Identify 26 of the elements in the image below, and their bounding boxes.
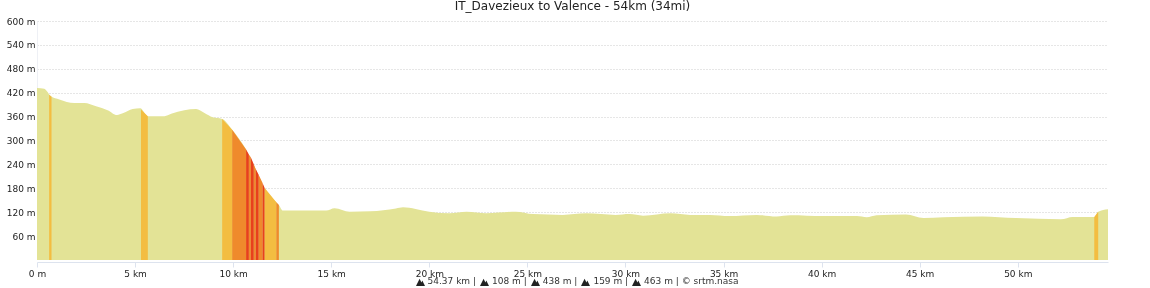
x-tick-label: 15 km — [317, 268, 346, 279]
text: 108 m | — [492, 276, 527, 286]
x-tick-label: 25 km — [513, 268, 543, 279]
x-tick-label: 30 km — [611, 268, 641, 279]
y-tick-label: 600 m — [6, 16, 36, 27]
text: 159 m | — [593, 276, 629, 286]
text: 54.37 km | — [427, 276, 476, 286]
y-tick-label: 120 m — [6, 207, 36, 218]
text: 438 m | — [542, 276, 578, 286]
x-tick-label: 0 m — [28, 268, 47, 279]
y-tick-label: 240 m — [6, 159, 36, 170]
y-tick-label: 60 m — [12, 231, 36, 242]
x-tick-label: 35 km — [709, 268, 739, 279]
x-tick-label: 5 km — [124, 268, 147, 279]
y-tick-label: 420 m — [6, 88, 36, 99]
x-tick-label: 40 km — [807, 268, 837, 279]
y-tick-label: 360 m — [6, 112, 36, 123]
y-tick-label: 300 m — [6, 135, 36, 146]
x-tick-label: 50 km — [1004, 268, 1033, 279]
chart-title: IT_Davezieux to Valence - 54km (34mi) — [454, 0, 691, 13]
y-tick-label: 540 m — [6, 40, 36, 51]
text: 463 m | © srtm.nasa — [644, 276, 739, 286]
x-tick-label: 45 km — [906, 268, 935, 279]
x-tick-label: 10 km — [219, 268, 248, 279]
y-tick-label: 180 m — [6, 183, 36, 194]
y-tick-label: 480 m — [6, 64, 36, 75]
